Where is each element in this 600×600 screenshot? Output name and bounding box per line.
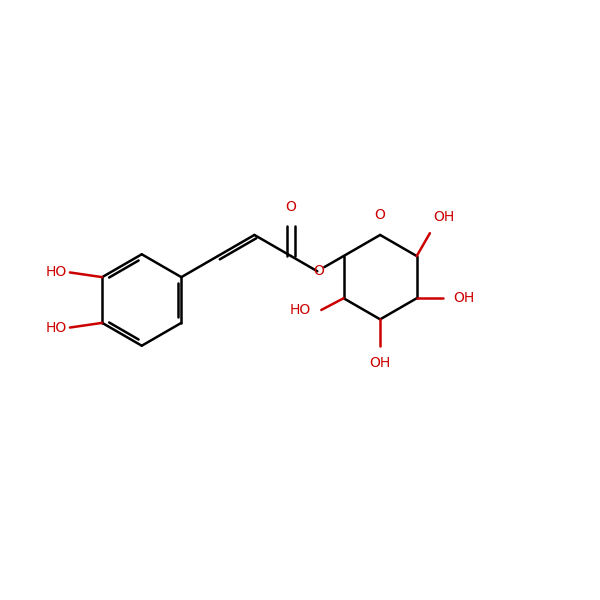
Text: HO: HO — [46, 265, 67, 280]
Text: O: O — [286, 200, 296, 214]
Text: OH: OH — [433, 211, 454, 224]
Text: OH: OH — [454, 291, 475, 305]
Text: HO: HO — [46, 320, 67, 335]
Text: HO: HO — [290, 303, 311, 317]
Text: O: O — [313, 264, 324, 278]
Text: OH: OH — [370, 356, 391, 370]
Text: O: O — [375, 208, 386, 222]
